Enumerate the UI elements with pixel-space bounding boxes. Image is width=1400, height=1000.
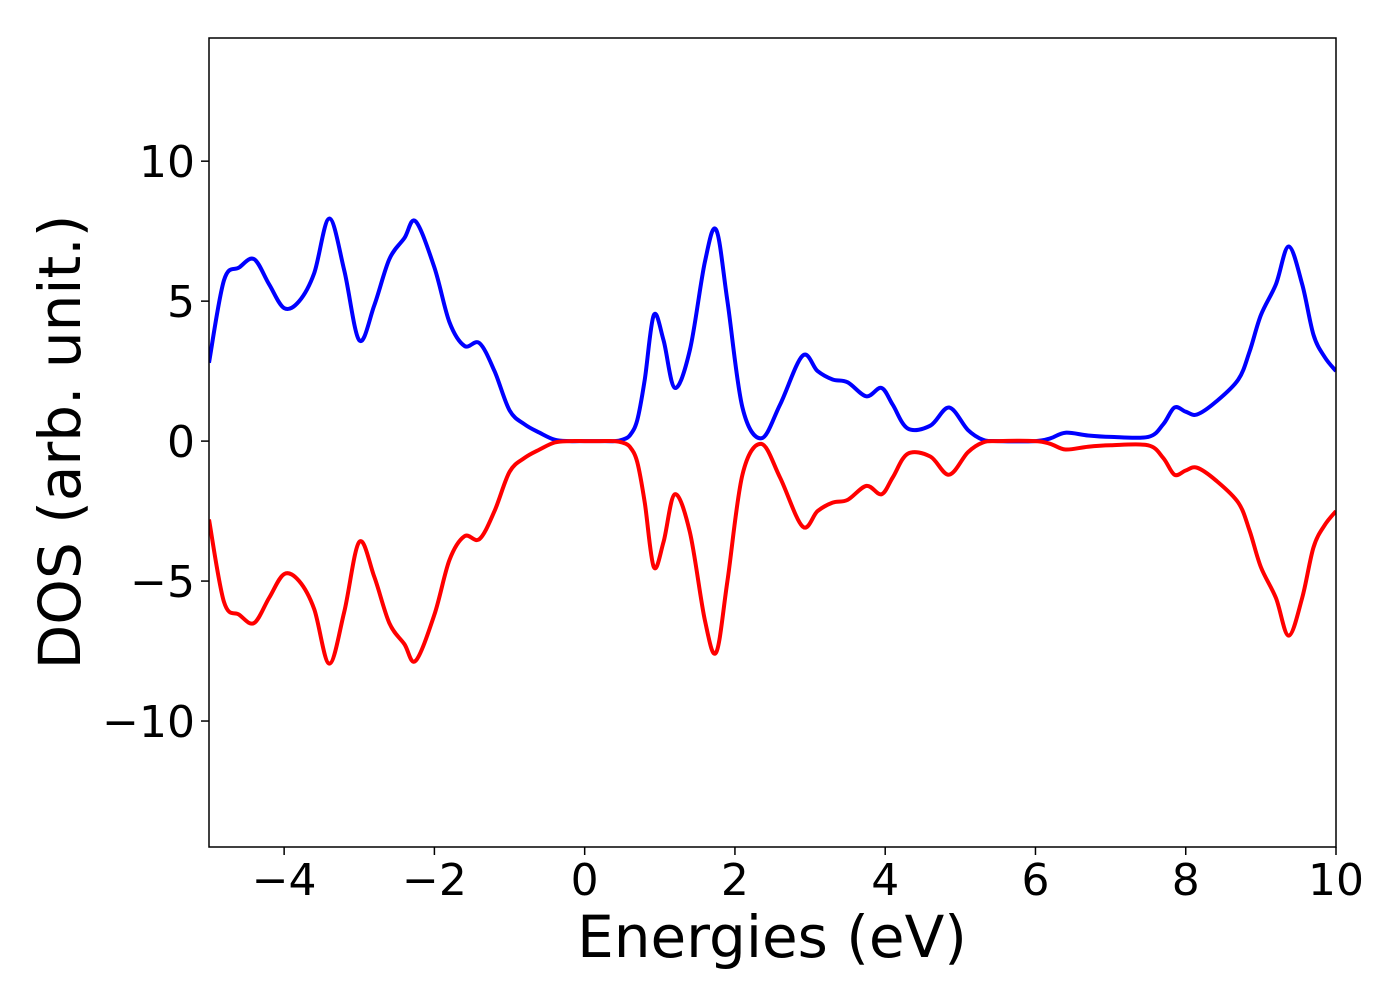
y-tick-label: 10 bbox=[139, 137, 195, 188]
y-tick-label: 5 bbox=[167, 277, 195, 328]
x-tick-label: 2 bbox=[721, 855, 749, 906]
y-tick-label: −10 bbox=[102, 697, 195, 748]
x-tick-label: 4 bbox=[871, 855, 899, 906]
x-tick-label: −2 bbox=[402, 855, 467, 906]
dos-line bbox=[209, 216, 1336, 444]
y-tick-label: −5 bbox=[130, 557, 195, 608]
y-tick-label: 0 bbox=[167, 417, 195, 468]
plot-frame bbox=[208, 37, 1337, 848]
x-tick-label: 6 bbox=[1021, 855, 1049, 906]
x-axis-label: Energies (eV) bbox=[577, 903, 967, 971]
x-tick-label: 8 bbox=[1172, 855, 1200, 906]
y-axis-label: DOS (arb. unit.) bbox=[26, 215, 94, 670]
x-tick-label: 10 bbox=[1308, 855, 1364, 906]
dos-line bbox=[209, 438, 1336, 666]
x-tick-label: 0 bbox=[571, 855, 599, 906]
x-tick-label: −4 bbox=[252, 855, 317, 906]
